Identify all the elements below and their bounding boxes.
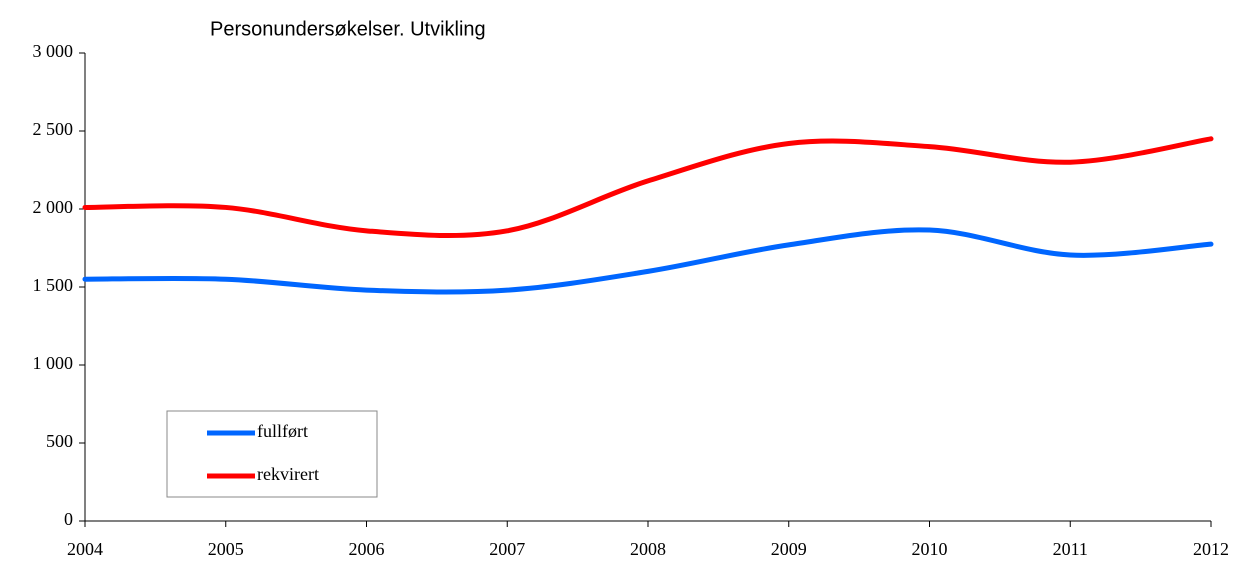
- x-tick-label: 2010: [912, 539, 948, 559]
- x-tick-label: 2005: [208, 539, 244, 559]
- y-tick-label: 1 000: [33, 353, 74, 373]
- y-tick-label: 0: [64, 509, 73, 529]
- x-tick-label: 2006: [349, 539, 385, 559]
- x-tick-label: 2004: [67, 539, 103, 559]
- line: [82, 227, 1214, 295]
- legend-box: [166, 410, 378, 498]
- x-tick-label: 2007: [489, 539, 525, 559]
- legend-label: fullført: [257, 421, 308, 441]
- x-tick-label: 2012: [1193, 539, 1229, 559]
- y-tick-label: 2 000: [33, 197, 74, 217]
- x-tick-label: 2009: [771, 539, 807, 559]
- x-tick-label: 2011: [1053, 539, 1088, 559]
- legend-label: rekvirert: [257, 464, 319, 484]
- y-tick-label: 1 500: [33, 275, 74, 295]
- chart-title: Personundersøkelser. Utvikling: [210, 18, 486, 40]
- y-tick-label: 3 000: [33, 41, 74, 61]
- y-tick-label: 2 500: [33, 119, 74, 139]
- y-tick-label: 500: [46, 431, 73, 451]
- x-tick-label: 2008: [630, 539, 666, 559]
- line: [82, 136, 1214, 239]
